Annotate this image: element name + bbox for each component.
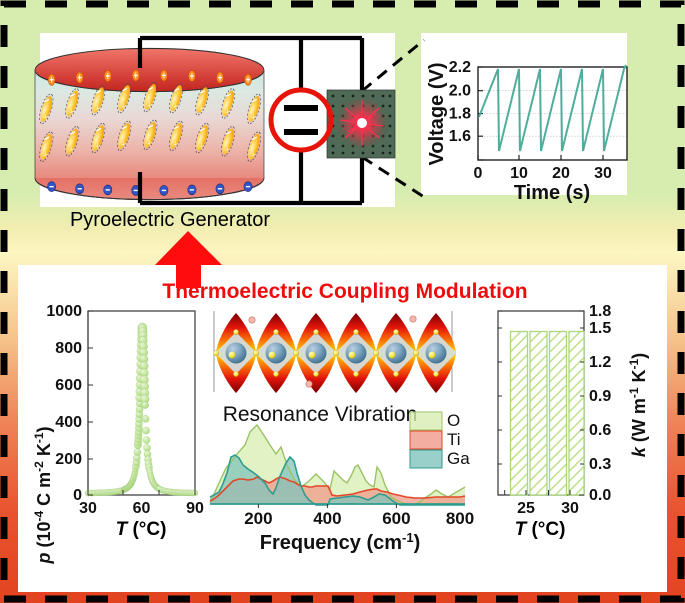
- svg-text:30: 30: [561, 500, 579, 517]
- svg-text:k (W m-1 K-1): k (W m-1 K-1): [627, 353, 649, 457]
- svg-text:1.5: 1.5: [589, 320, 611, 337]
- svg-text:T (°C): T (°C): [515, 519, 566, 540]
- svg-text:1.8: 1.8: [589, 303, 611, 320]
- svg-text:25: 25: [517, 500, 535, 517]
- svg-text:0.6: 0.6: [589, 422, 611, 439]
- svg-text:0.3: 0.3: [589, 456, 611, 473]
- svg-text:0.0: 0.0: [589, 487, 611, 504]
- svg-text:0.9: 0.9: [589, 388, 611, 405]
- svg-text:1.2: 1.2: [589, 354, 611, 371]
